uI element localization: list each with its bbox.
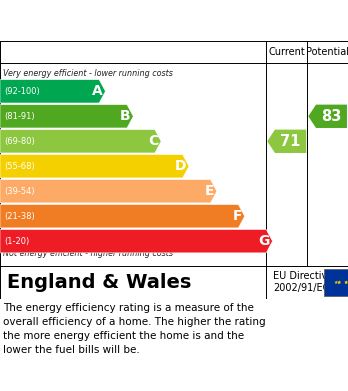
Polygon shape: [0, 230, 272, 253]
Text: ★: ★: [337, 280, 341, 285]
Polygon shape: [308, 105, 347, 128]
Text: Current: Current: [268, 47, 305, 57]
Text: (21-38): (21-38): [4, 212, 35, 221]
Text: Very energy efficient - lower running costs: Very energy efficient - lower running co…: [3, 69, 173, 78]
Polygon shape: [267, 129, 306, 153]
Text: ★: ★: [334, 280, 338, 285]
Text: D: D: [175, 159, 186, 173]
Text: (81-91): (81-91): [4, 112, 35, 121]
Text: 83: 83: [321, 109, 341, 124]
FancyBboxPatch shape: [324, 269, 348, 296]
Polygon shape: [0, 80, 105, 103]
Text: The energy efficiency rating is a measure of the
overall efficiency of a home. T: The energy efficiency rating is a measur…: [3, 303, 266, 355]
Text: E: E: [205, 184, 214, 198]
Text: (55-68): (55-68): [4, 162, 35, 171]
Text: C: C: [148, 134, 158, 148]
Polygon shape: [0, 204, 245, 228]
Text: ★: ★: [344, 280, 348, 285]
Text: Potential: Potential: [306, 47, 348, 57]
Polygon shape: [0, 105, 133, 128]
Polygon shape: [0, 154, 189, 178]
Text: England & Wales: England & Wales: [7, 273, 191, 292]
Text: EU Directive
2002/91/EC: EU Directive 2002/91/EC: [273, 271, 333, 292]
Text: 71: 71: [280, 134, 300, 149]
Text: G: G: [258, 234, 270, 248]
Text: (1-20): (1-20): [4, 237, 30, 246]
Text: Energy Efficiency Rating: Energy Efficiency Rating: [7, 13, 228, 28]
Text: (92-100): (92-100): [4, 87, 40, 96]
Text: A: A: [92, 84, 103, 98]
Text: ★: ★: [337, 280, 341, 285]
Text: F: F: [232, 209, 242, 223]
Text: B: B: [120, 109, 130, 123]
Polygon shape: [0, 179, 217, 203]
Text: (39-54): (39-54): [4, 187, 35, 196]
Text: (69-80): (69-80): [4, 137, 35, 146]
Text: Not energy efficient - higher running costs: Not energy efficient - higher running co…: [3, 249, 174, 258]
Polygon shape: [0, 129, 161, 153]
Text: ★: ★: [344, 280, 348, 285]
